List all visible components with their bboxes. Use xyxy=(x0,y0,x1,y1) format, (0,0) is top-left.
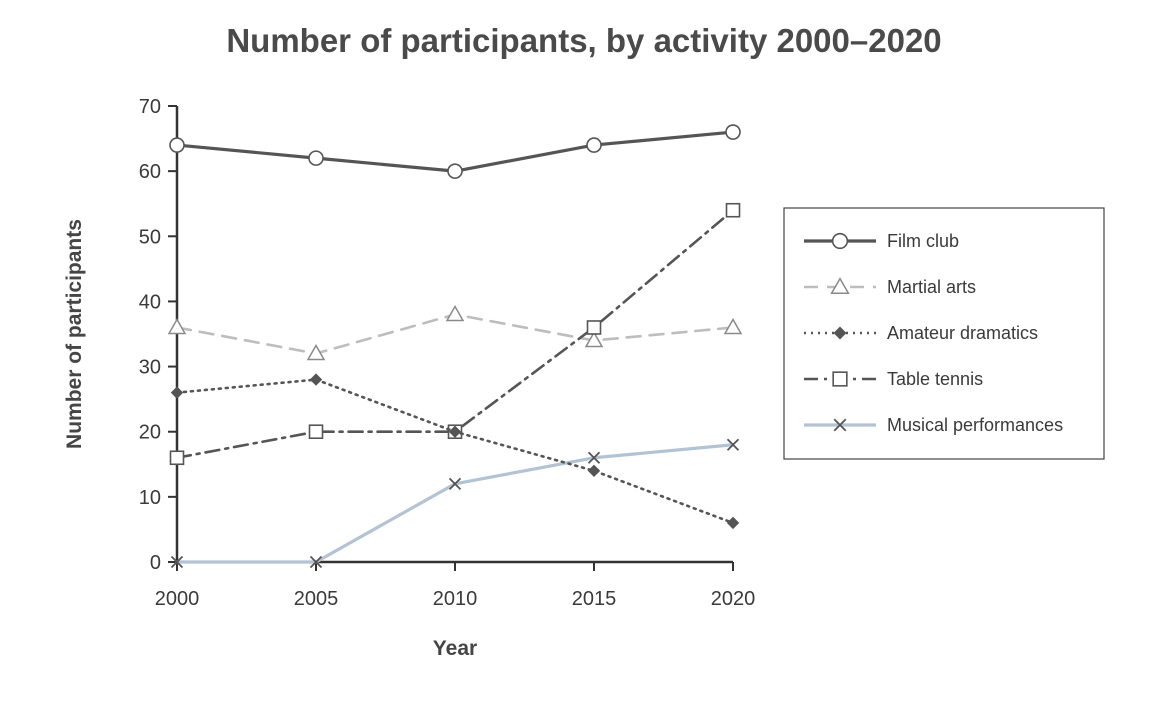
data-point-film-club xyxy=(169,137,185,153)
legend-marker xyxy=(830,277,850,295)
y-tick-label: 50 xyxy=(139,226,161,248)
axes: 0 10 20 30 40 50 60 70 2000 2005 2010 2015 2020 xyxy=(139,96,756,610)
data-point-amateur-dramatics xyxy=(170,386,184,399)
y-tick-label: 20 xyxy=(139,422,161,444)
series-musical-performances xyxy=(170,438,740,569)
legend-label: Film club xyxy=(887,231,959,251)
legend-item-musical-performances: Musical performances xyxy=(804,415,1063,435)
y-tick-label: 70 xyxy=(139,96,161,118)
legend-item-film-club: Film club xyxy=(804,231,959,251)
legend-label: Table tennis xyxy=(887,369,983,389)
chart-title: Number of participants, by activity 2000… xyxy=(226,22,941,59)
data-point-martial-arts xyxy=(445,304,465,322)
x-tick-label: 2005 xyxy=(294,588,339,610)
data-point-film-club xyxy=(725,124,741,140)
legend-marker xyxy=(831,232,849,250)
legend-label: Martial arts xyxy=(887,277,976,297)
data-point-amateur-dramatics xyxy=(309,373,323,386)
series-line-musical-performances xyxy=(175,443,735,564)
x-axis-label: Year xyxy=(433,637,477,660)
data-point-musical-performances xyxy=(309,555,323,569)
legend-marker xyxy=(833,326,847,340)
x-tick-label: 2010 xyxy=(433,588,478,610)
data-point-table-tennis xyxy=(586,320,602,335)
data-point-film-club xyxy=(447,163,463,179)
data-point-table-tennis xyxy=(169,450,185,466)
data-point-martial-arts xyxy=(723,317,743,335)
y-tick-label: 60 xyxy=(139,161,161,183)
data-point-amateur-dramatics xyxy=(448,425,462,438)
y-tick-label: 40 xyxy=(139,291,161,313)
legend-label: Amateur dramatics xyxy=(887,323,1038,343)
y-tick-label: 30 xyxy=(139,357,161,379)
y-tick-label: 0 xyxy=(150,552,161,574)
data-point-martial-arts xyxy=(584,331,604,348)
series-amateur-dramatics xyxy=(170,373,740,530)
x-tick-label: 2020 xyxy=(711,588,756,610)
legend-item-table-tennis: Table tennis xyxy=(804,369,983,389)
legend-label: Musical performances xyxy=(887,415,1063,435)
y-tick-label: 10 xyxy=(139,487,161,509)
data-point-martial-arts xyxy=(306,344,326,361)
data-point-table-tennis xyxy=(725,202,741,218)
legend-marker xyxy=(833,418,847,432)
legend-item-amateur-dramatics: Amateur dramatics xyxy=(804,323,1038,343)
legend-marker xyxy=(832,371,848,387)
legend: Film club Martial arts Amateur dramatics Ta… xyxy=(783,207,1105,460)
y-axis-label: Number of participants xyxy=(63,219,86,449)
data-point-martial-arts xyxy=(167,317,187,335)
series-martial-arts xyxy=(167,304,743,361)
data-point-musical-performances xyxy=(170,555,184,569)
data-point-musical-performances xyxy=(448,477,462,490)
data-point-film-club xyxy=(308,150,324,166)
x-tick-label: 2000 xyxy=(155,588,200,610)
data-point-table-tennis xyxy=(308,424,324,440)
data-point-musical-performances xyxy=(726,438,740,451)
data-point-musical-performances xyxy=(587,451,601,464)
data-point-amateur-dramatics xyxy=(587,464,601,478)
data-point-amateur-dramatics xyxy=(726,516,740,530)
data-point-film-club xyxy=(586,137,602,153)
series-film-club xyxy=(169,124,741,179)
legend-item-martial-arts: Martial arts xyxy=(804,277,976,297)
x-tick-label: 2015 xyxy=(572,588,617,610)
plot-area xyxy=(167,124,743,569)
